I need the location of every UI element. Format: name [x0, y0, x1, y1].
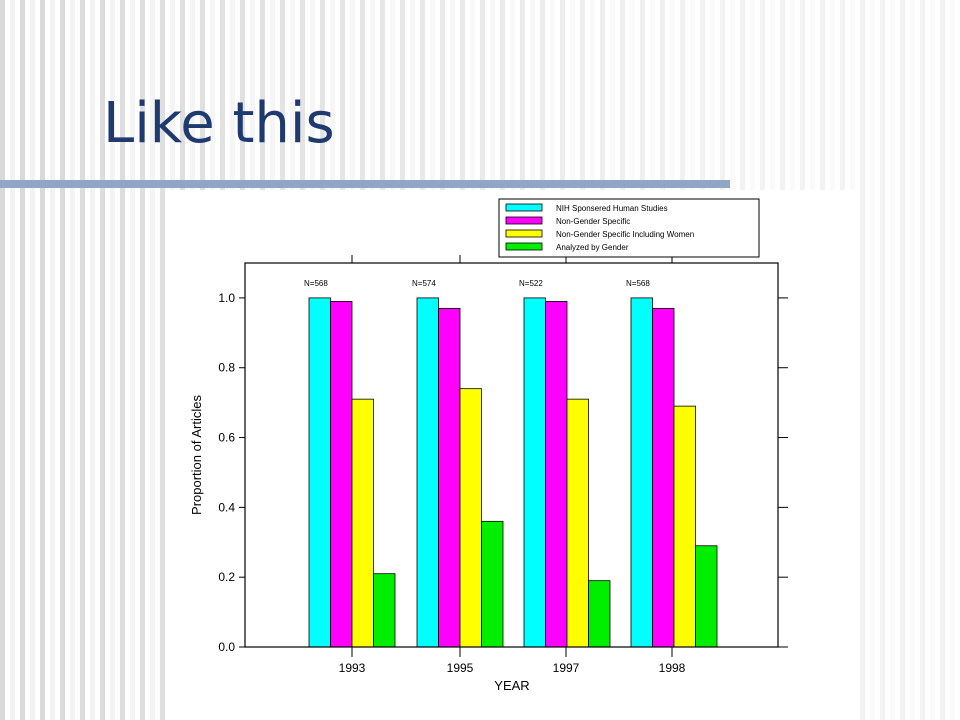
bar-1997-series-1 [523, 297, 546, 648]
background-stripe [860, 0, 865, 720]
bar-1993-series-3 [351, 398, 374, 648]
background-stripe [950, 0, 955, 720]
y-axis-ticks: 0.0 0.2 0.4 0.6 0.8 1.0 [218, 291, 788, 654]
background-stripe [940, 0, 945, 720]
background-stripe [880, 0, 885, 720]
chart-panel: 0.0 0.2 0.4 0.6 0.8 1.0 1993 1995 1997 1998 N=56… [170, 190, 858, 720]
plot-border [244, 262, 779, 648]
x-tick-label: 1997 [553, 661, 580, 675]
background-stripe [40, 0, 45, 720]
background-stripe [90, 0, 95, 720]
x-tick-label: 1998 [659, 661, 686, 675]
y-tick-label: 0.0 [218, 640, 235, 654]
x-axis-ticks: 1993 1995 1997 1998 [339, 255, 686, 675]
bar-1993-series-4 [373, 573, 396, 648]
y-tick-label: 0.2 [218, 570, 235, 584]
background-stripe [0, 0, 5, 720]
bars-layer [308, 297, 718, 648]
chart-background [170, 190, 858, 720]
legend-swatch [505, 229, 543, 238]
bar-1995-series-4 [481, 520, 504, 648]
legend-swatch [505, 216, 543, 225]
x-tick-label: 1995 [447, 661, 474, 675]
x-axis-title: YEAR [494, 678, 529, 693]
sample-size-annotations: N=568 N=574 N=522 N=568 [304, 279, 650, 288]
background-stripe [900, 0, 905, 720]
legend-swatch [505, 203, 543, 212]
background-stripe [150, 0, 155, 720]
sample-size-label: N=568 [626, 279, 650, 288]
legend-label: NIH Sponsered Human Studies [556, 204, 668, 213]
background-stripe [890, 0, 895, 720]
background-stripe [60, 0, 65, 720]
title-underline [0, 180, 730, 188]
background-stripe [100, 0, 105, 720]
bar-1998-series-3 [673, 405, 696, 648]
legend: NIH Sponsered Human Studies Non-Gender Sp… [498, 198, 760, 258]
background-stripe [70, 0, 75, 720]
bar-1998-series-4 [695, 545, 718, 648]
legend-swatch [505, 242, 543, 251]
bar-1998-series-2 [652, 307, 675, 648]
bar-1997-series-2 [545, 301, 568, 648]
legend-label: Analyzed by Gender [556, 243, 629, 252]
y-tick-label: 0.8 [218, 361, 235, 375]
bar-1995-series-3 [459, 388, 482, 648]
background-stripe [920, 0, 925, 720]
background-stripe [910, 0, 915, 720]
background-stripe [930, 0, 935, 720]
background-stripe [120, 0, 125, 720]
legend-label: Non-Gender Specific [556, 217, 630, 226]
background-stripe [130, 0, 135, 720]
background-stripe [140, 0, 145, 720]
legend-label: Non-Gender Specific Including Women [556, 230, 694, 239]
background-stripe [30, 0, 35, 720]
background-stripe [10, 0, 15, 720]
bar-1995-series-1 [416, 297, 439, 648]
y-tick-label: 0.4 [218, 500, 235, 514]
bar-1993-series-1 [308, 297, 331, 648]
sample-size-label: N=574 [412, 279, 436, 288]
bar-chart: 0.0 0.2 0.4 0.6 0.8 1.0 1993 1995 1997 1998 N=56… [170, 190, 858, 720]
y-tick-label: 0.6 [218, 431, 235, 445]
sample-size-label: N=568 [304, 279, 328, 288]
bar-1995-series-2 [438, 307, 461, 648]
bar-1998-series-1 [630, 297, 653, 648]
bar-1997-series-4 [588, 580, 611, 648]
slide-title: Like this [103, 91, 335, 156]
background-stripe [160, 0, 165, 720]
background-stripe [80, 0, 85, 720]
y-axis-title: Proportion of Articles [189, 395, 204, 515]
background-stripe [110, 0, 115, 720]
background-stripe [870, 0, 875, 720]
bar-1993-series-2 [330, 301, 353, 648]
background-stripe [50, 0, 55, 720]
x-tick-label: 1993 [339, 661, 366, 675]
background-stripe [20, 0, 25, 720]
sample-size-label: N=522 [519, 279, 543, 288]
plot-frame [244, 262, 779, 648]
y-tick-label: 1.0 [218, 291, 235, 305]
bar-1997-series-3 [566, 398, 589, 648]
